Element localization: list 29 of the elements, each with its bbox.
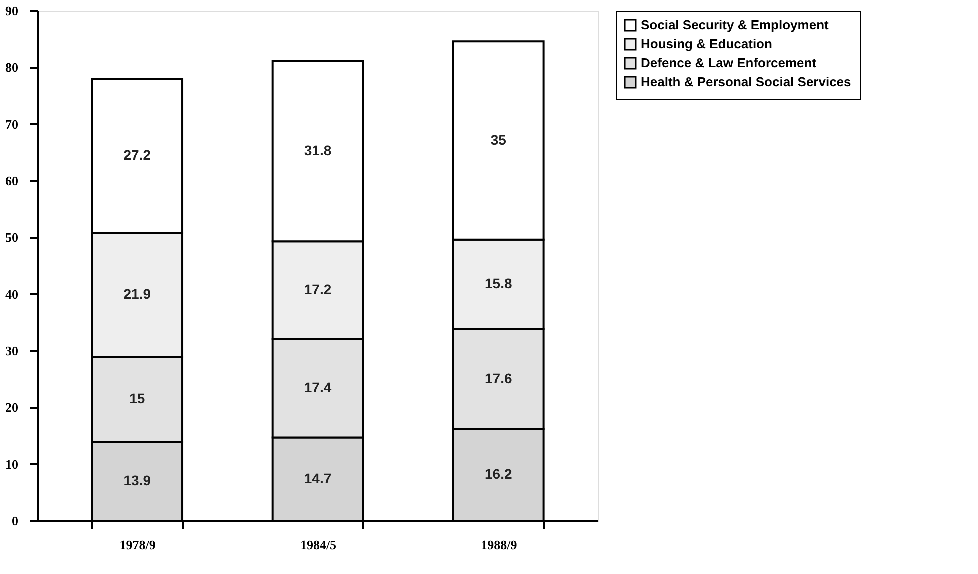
data-label: 14.7 bbox=[304, 470, 332, 486]
data-label: 15 bbox=[130, 390, 146, 407]
y-tick-label: 60 bbox=[6, 174, 18, 188]
data-label: 35 bbox=[490, 132, 507, 148]
data-label: 17.2 bbox=[304, 281, 332, 298]
data-label: 27.2 bbox=[124, 147, 152, 164]
y-tick-label: 40 bbox=[6, 286, 18, 302]
y-tick-label: 20 bbox=[6, 400, 18, 416]
x-tick-label: 1988/9 bbox=[481, 538, 518, 552]
y-tick-label: 30 bbox=[6, 344, 18, 358]
y-tick-label: 90 bbox=[6, 4, 18, 18]
y-tick-label: 80 bbox=[6, 60, 18, 76]
data-label: 15.8 bbox=[485, 276, 512, 292]
y-tick-label: 70 bbox=[6, 116, 18, 132]
legend-label: Housing & Education bbox=[641, 36, 772, 52]
x-tick-label: 1984/5 bbox=[300, 538, 338, 552]
y-tick-label: 10 bbox=[6, 456, 18, 472]
data-label: 31.8 bbox=[304, 142, 332, 159]
y-tick-label: 0 bbox=[12, 514, 18, 528]
data-label: 13.9 bbox=[124, 472, 152, 489]
data-label: 21.9 bbox=[124, 286, 152, 302]
data-label: 17.6 bbox=[485, 370, 512, 386]
legend-label: Social Security & Employment bbox=[641, 18, 830, 32]
data-label: 16.2 bbox=[485, 466, 512, 482]
legend-label: Health & Personal Social Services bbox=[641, 74, 852, 90]
data-label: 17.4 bbox=[304, 379, 332, 396]
legend-label: Defence & Law Enforcement bbox=[641, 56, 818, 70]
x-tick-label: 1978/9 bbox=[120, 538, 156, 552]
y-tick-label: 50 bbox=[6, 230, 18, 246]
